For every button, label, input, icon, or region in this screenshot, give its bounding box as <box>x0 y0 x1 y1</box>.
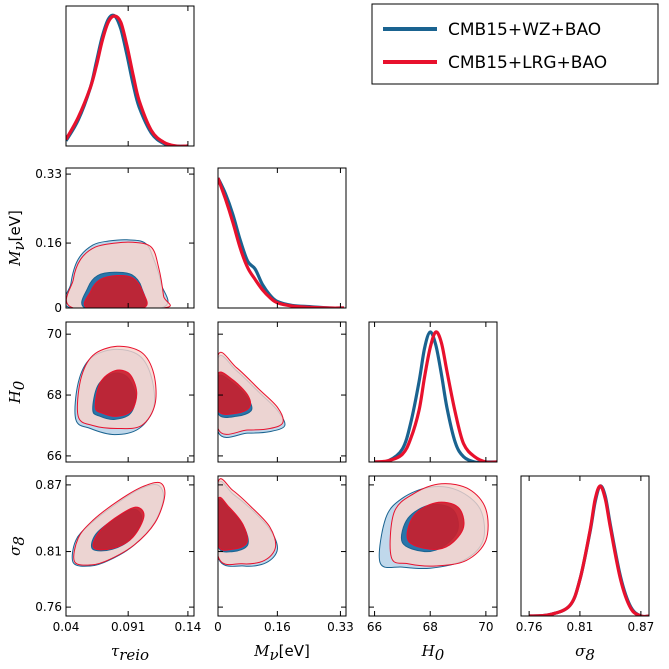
marginal-line-lrg <box>218 177 345 308</box>
contour-panel-tau_reio-H0-frame <box>65 321 195 463</box>
contour-panel-H0-sigma8-plot-area <box>378 483 489 570</box>
marginal-panel-M_nu-frame <box>217 167 347 309</box>
contour-inner-lrg <box>92 506 145 551</box>
contour-inner-lrg <box>83 274 148 308</box>
axis-label-H0: H0 <box>421 642 445 664</box>
x-tick-label: 70 <box>478 620 493 634</box>
contour-panel-tau_reio-sigma8-plot-area <box>71 481 166 567</box>
panels-layer: 0.76 0.81 0.87 0 0.16 0.33 66 68 70 0.04 0.091 0.14… <box>6 5 655 664</box>
y-tick-label: 70 <box>47 327 62 341</box>
x-tick-label: 68 <box>423 620 438 634</box>
marginal-line-lrg <box>529 484 649 616</box>
marginal-panel-H0-frame <box>368 321 498 463</box>
y-tick-label: 66 <box>47 449 62 463</box>
axis-label-sigma8: σ8 <box>575 642 595 664</box>
contour-panel-H0-sigma8: 66 68 70 <box>367 475 498 634</box>
axis-label-tau_reio: τreio <box>111 642 149 664</box>
y-tick-label: 0.16 <box>35 236 62 250</box>
contour-panel-M_nu-sigma8-frame <box>217 475 347 617</box>
axis-label-M_nu: Mν[eV] <box>253 642 310 664</box>
axis-label-M_nu: Mν[eV] <box>6 210 28 267</box>
contour-inner-lrg <box>406 501 465 550</box>
marginal-line-wz <box>218 177 345 308</box>
marginal-panel-M_nu <box>217 167 347 309</box>
contour-panel-tau_reio-M_nu-plot-area <box>66 239 171 308</box>
x-tick-label: 0.16 <box>264 620 291 634</box>
contour-panel-M_nu-H0 <box>217 321 347 463</box>
x-tick-label: 0.81 <box>567 620 594 634</box>
legend-label-wz: CMB15+WZ+BAO <box>448 20 601 40</box>
x-tick-label: 0.76 <box>516 620 543 634</box>
axis-label-sigma8: σ8 <box>6 536 28 556</box>
contour-panel-H0-sigma8-frame <box>368 475 498 617</box>
contour-panel-M_nu-H0-frame <box>217 321 347 463</box>
marginal-panel-sigma8-frame <box>520 475 650 617</box>
marginal-line-wz <box>66 13 188 146</box>
x-tick-label: 0.87 <box>628 620 655 634</box>
contour-inner-lrg <box>94 369 138 417</box>
axis-label-H0: H0 <box>6 380 28 404</box>
x-tick-label: 66 <box>367 620 382 634</box>
marginal-panel-tau_reio <box>65 5 195 147</box>
marginal-panel-tau_reio-plot-area <box>66 13 188 146</box>
y-tick-label: 68 <box>47 388 62 402</box>
contour-panel-M_nu-H0-plot-area <box>218 351 286 439</box>
contour-panel-tau_reio-sigma8: 0.04 0.091 0.14 0.76 0.81 0.87 <box>35 475 202 634</box>
contour-panel-M_nu-sigma8-plot-area <box>218 478 278 567</box>
y-tick-label: 0 <box>54 301 62 315</box>
marginal-panel-H0-plot-area <box>374 330 497 462</box>
x-tick-label: 0.091 <box>111 620 145 634</box>
legend: CMB15+WZ+BAO CMB15+LRG+BAO <box>371 3 659 85</box>
x-tick-label: 0 <box>214 620 222 634</box>
marginal-panel-tau_reio-frame <box>65 5 195 147</box>
x-tick-label: 0.14 <box>175 620 202 634</box>
marginal-panel-H0 <box>368 321 498 463</box>
contour-panel-tau_reio-H0-plot-area <box>74 345 157 436</box>
y-tick-label: 0.81 <box>35 545 62 559</box>
legend-frame <box>371 3 659 85</box>
marginal-panel-sigma8: 0.76 0.81 0.87 <box>516 475 655 634</box>
x-tick-label: 0.33 <box>327 620 354 634</box>
y-tick-label: 0.87 <box>35 478 62 492</box>
contour-panel-M_nu-sigma8: 0 0.16 0.33 <box>214 475 354 634</box>
y-tick-label: 0.76 <box>35 600 62 614</box>
x-tick-label: 0.04 <box>53 620 80 634</box>
contour-inner-lrg <box>218 371 252 415</box>
legend-label-lrg: CMB15+LRG+BAO <box>448 53 607 73</box>
marginal-panel-sigma8-plot-area <box>529 484 649 616</box>
contour-panel-tau_reio-M_nu-frame <box>65 167 195 309</box>
marginal-line-wz <box>374 330 497 462</box>
contour-panel-tau_reio-sigma8-frame <box>65 475 195 617</box>
contour-panel-tau_reio-H0: 66 68 70 <box>47 321 195 463</box>
contour-panel-tau_reio-M_nu: 0 0.16 0.33 <box>35 167 195 315</box>
marginal-line-lrg <box>374 330 497 462</box>
marginal-panel-M_nu-plot-area <box>218 177 345 308</box>
axis-labels: τreio Mν[eV] H0 σ8 Mν[eV] H0 σ8 <box>6 210 595 664</box>
y-tick-label: 0.33 <box>35 167 62 181</box>
contour-inner-lrg <box>218 496 249 551</box>
marginal-line-wz <box>529 484 649 616</box>
marginal-line-lrg <box>66 14 188 146</box>
